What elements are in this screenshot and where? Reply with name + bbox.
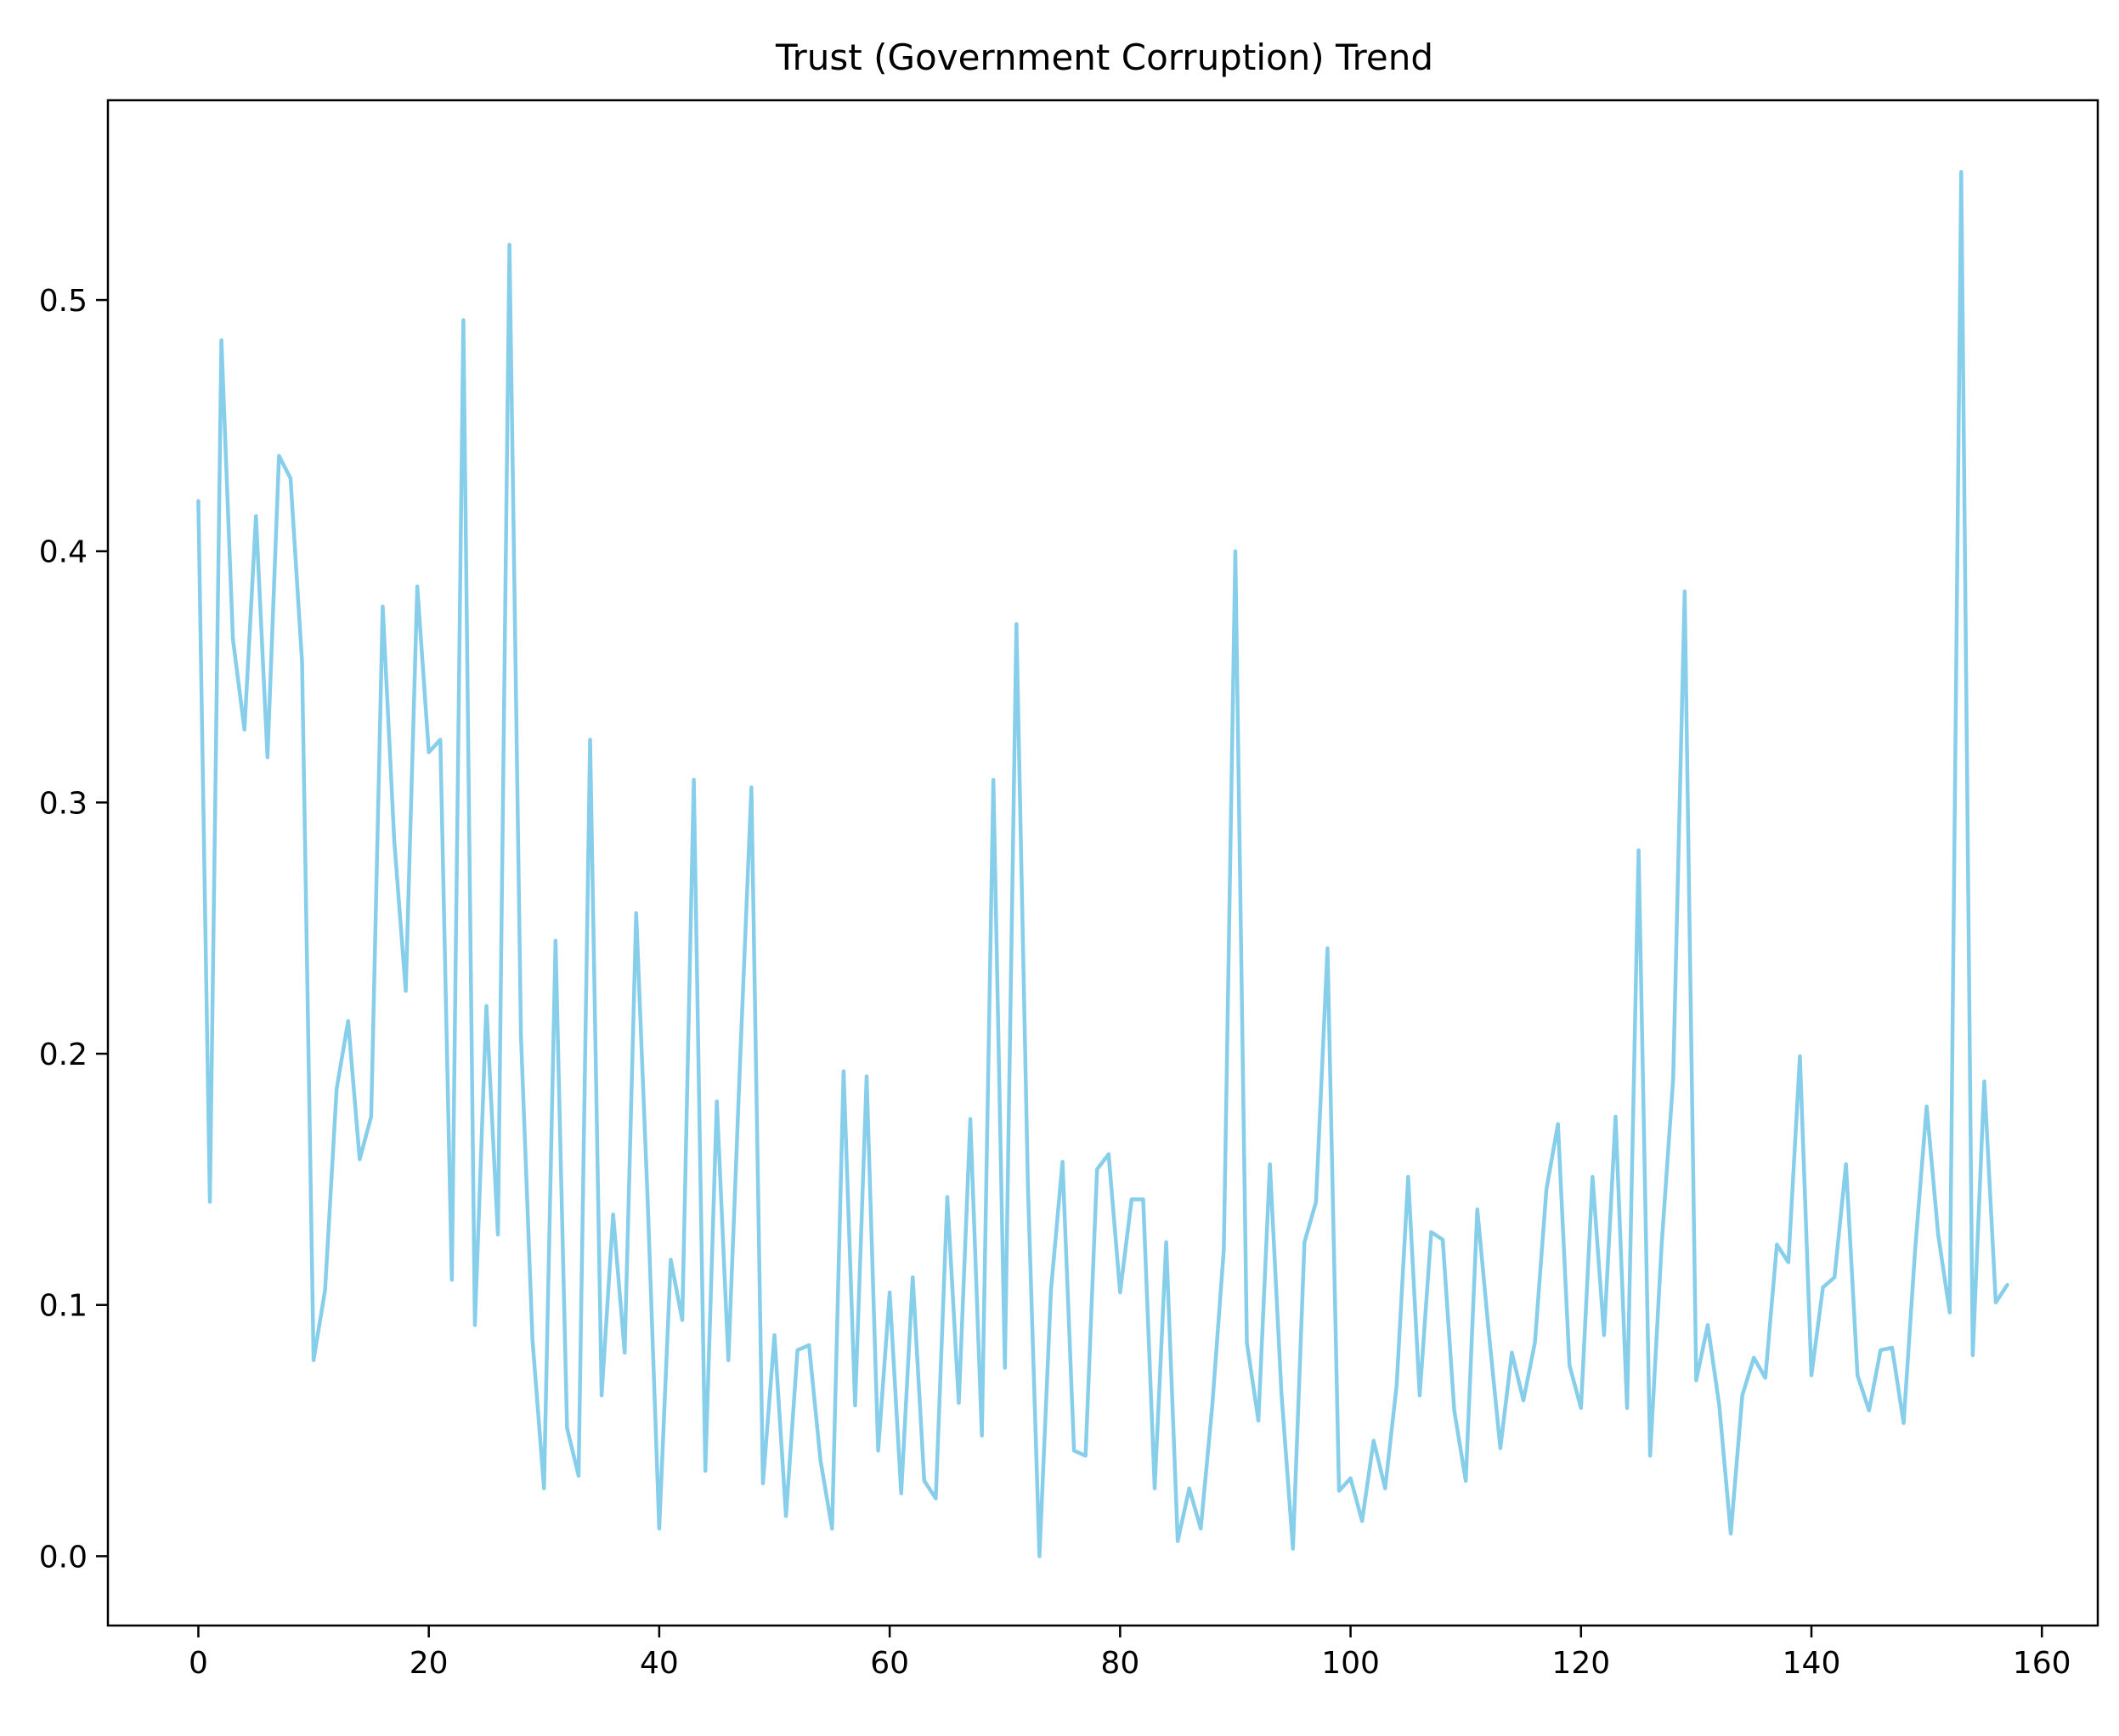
y-tick-label: 0.4 — [39, 535, 88, 570]
y-tick-label: 0.1 — [39, 1289, 88, 1324]
x-tick-label: 20 — [410, 1646, 449, 1681]
series-layer — [196, 170, 2009, 1558]
y-tick-label: 0.2 — [39, 1038, 88, 1072]
y-tick-label: 0.3 — [39, 786, 88, 821]
y-tick-label: 0.5 — [39, 284, 88, 319]
x-tick-label: 120 — [1551, 1646, 1610, 1681]
chart-title: Trust (Government Corruption) Trend — [775, 37, 1433, 78]
series-line — [196, 170, 2009, 1558]
x-tick-label: 160 — [2013, 1646, 2071, 1681]
y-tick-label: 0.0 — [39, 1540, 88, 1575]
y-axis: 0.0 0.1 0.2 0.3 0.4 0.5 — [39, 284, 108, 1575]
x-axis: 0 20 40 60 80 100 120 140 160 — [189, 1626, 2071, 1681]
x-tick-label: 80 — [1100, 1646, 1139, 1681]
x-tick-label: 40 — [640, 1646, 679, 1681]
x-tick-label: 140 — [1783, 1646, 1841, 1681]
plot-area-frame — [106, 99, 2099, 1627]
x-tick-label: 0 — [189, 1646, 208, 1681]
x-tick-label: 60 — [870, 1646, 909, 1681]
x-tick-label: 100 — [1321, 1646, 1380, 1681]
